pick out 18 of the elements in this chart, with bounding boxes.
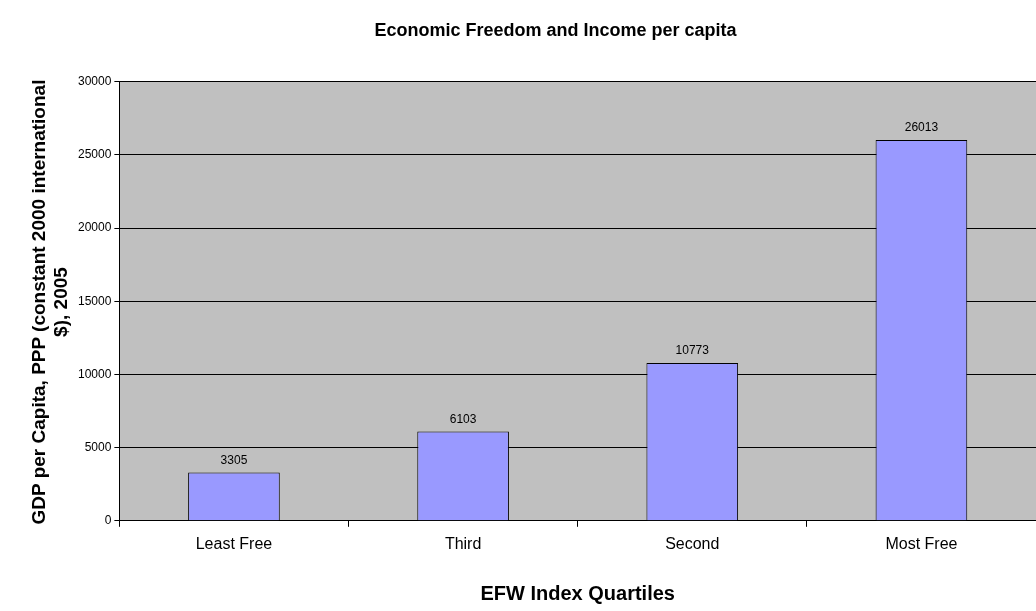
- data-label: 6103: [449, 411, 477, 426]
- data-label: 3305: [220, 452, 248, 467]
- chart-title: Economic Freedom and Income per capita: [374, 19, 738, 40]
- x-tick-label: Most Free: [885, 534, 958, 552]
- x-tick-label: Second: [665, 534, 720, 552]
- x-tick-label: Least Free: [195, 534, 273, 552]
- y-tick-label: 0: [104, 513, 112, 528]
- y-tick-label: 5000: [84, 439, 112, 454]
- y-tick-label: 30000: [77, 73, 112, 88]
- y-tick-label: 15000: [77, 293, 112, 308]
- x-tick-label: Third: [444, 534, 482, 552]
- data-label: 26013: [904, 120, 939, 135]
- data-label: 10773: [675, 343, 710, 358]
- y-tick-label: 25000: [77, 147, 112, 162]
- x-axis-title: EFW Index Quartiles: [480, 581, 675, 604]
- y-axis-title: GDP per Capita, PPP (constant 2000 international $), 2005: [28, 78, 72, 527]
- y-tick-label: 20000: [77, 220, 112, 235]
- y-tick-label: 10000: [77, 366, 112, 381]
